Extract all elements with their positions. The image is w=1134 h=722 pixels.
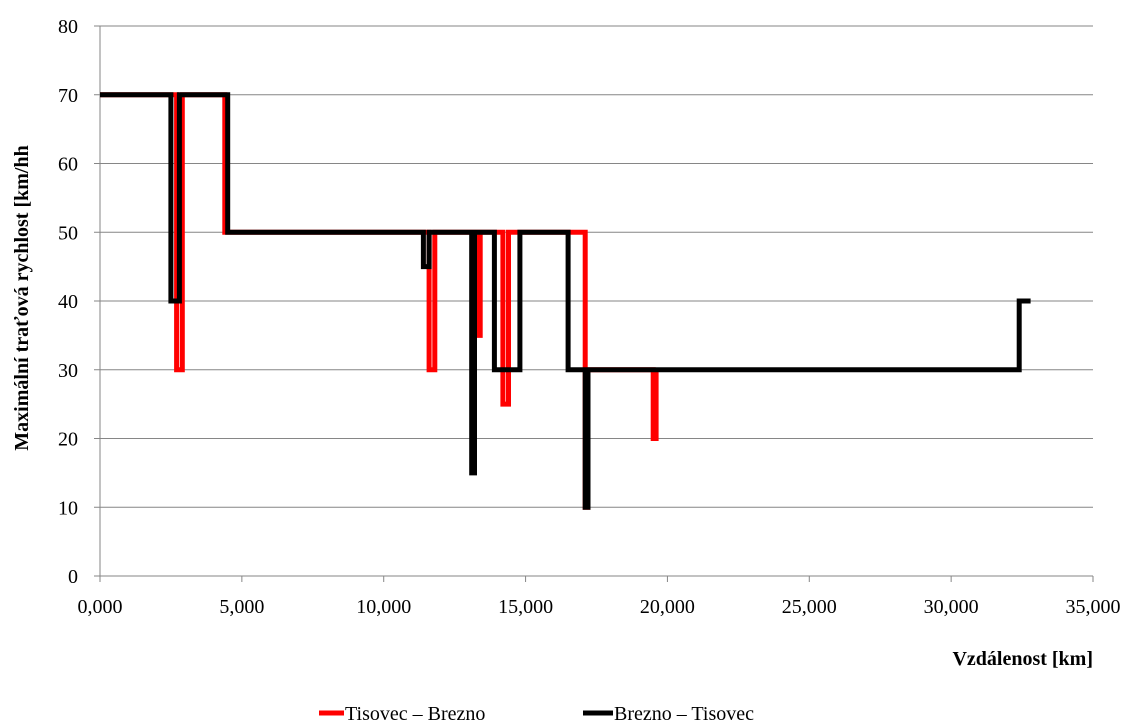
y-tick-label: 80 [58, 16, 78, 38]
y-tick-label: 50 [58, 222, 78, 244]
x-tick-label: 20,000 [640, 596, 695, 618]
y-tick-label: 60 [58, 154, 78, 176]
x-tick-label: 25,000 [782, 596, 837, 618]
x-tick-label: 0,000 [78, 596, 123, 618]
y-tick-label: 70 [58, 85, 78, 107]
y-tick-label: 0 [68, 566, 78, 588]
series-lines [100, 92, 1031, 510]
x-tick-label: 30,000 [924, 596, 979, 618]
horizontal-gridlines [100, 25, 1093, 508]
y-tick-label: 10 [58, 497, 78, 519]
y-tick-label: 30 [58, 360, 78, 382]
x-tick-labels: 0,000 5,000 10,000 15,000 20,000 25,000 30,000… [78, 596, 1121, 618]
x-tick-label: 35,000 [1066, 596, 1121, 618]
legend-label-brezno-tisovec: Brezno – Tisovec [614, 703, 754, 722]
x-tick-label: 10,000 [356, 596, 411, 618]
legend-label-tisovec-brezno: Tisovec – Brezno [345, 703, 485, 722]
y-tick-labels: 0 10 20 30 40 50 60 70 80 [58, 16, 78, 588]
series-line-brezno-tisovec [100, 92, 1031, 510]
x-tick-label: 15,000 [498, 596, 553, 618]
y-axis-title: Maximální traťová rychlost [km/hh [11, 145, 33, 450]
x-axis-title: Vzdálenost [km] [952, 648, 1093, 670]
legend: Tisovec – Brezno Brezno – Tisovec [319, 703, 754, 722]
y-tick-label: 20 [58, 429, 78, 451]
axes [94, 25, 1094, 582]
x-tick-label: 5,000 [219, 596, 264, 618]
y-tick-label: 40 [58, 291, 78, 313]
